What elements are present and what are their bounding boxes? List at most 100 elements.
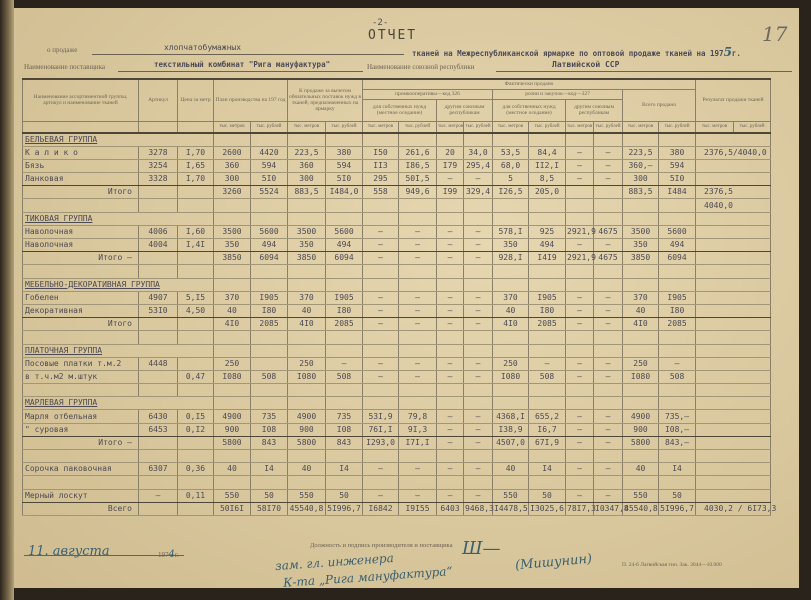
- value-cell: –: [398, 489, 438, 503]
- header-plan: План производства на 197 год: [212, 78, 289, 122]
- value-cell: [565, 475, 595, 490]
- value-cell: [492, 449, 530, 464]
- value-cell: [593, 383, 624, 398]
- value-cell: 250: [492, 357, 530, 371]
- value-cell: –: [436, 251, 465, 266]
- empty-cell: [593, 212, 624, 226]
- value-cell: [213, 475, 251, 490]
- price-cell: 0,11: [177, 489, 214, 503]
- item-name: [22, 330, 139, 345]
- value-cell: [213, 383, 251, 398]
- result-cell: [695, 225, 772, 240]
- value-cell: –: [528, 357, 567, 371]
- result-cell: [695, 475, 772, 490]
- empty-cell: [287, 212, 327, 226]
- item-name: [22, 475, 139, 490]
- value-cell: 40: [287, 462, 327, 477]
- value-cell: 9I,3: [398, 423, 438, 437]
- value-cell: [593, 449, 624, 464]
- header-price: Цена за метр: [177, 78, 214, 122]
- group-name: ТИКОВАЯ ГРУППА: [22, 212, 214, 226]
- value-cell: 20: [436, 146, 465, 160]
- article-cell: [138, 436, 178, 451]
- header-name: Наименование ассортиментной группы, арти…: [22, 78, 139, 122]
- value-cell: 370: [492, 291, 530, 305]
- value-cell: [249, 330, 289, 345]
- value-cell: 360,–: [622, 159, 660, 174]
- value-cell: 494: [249, 238, 289, 253]
- value-cell: 2921,9: [565, 225, 596, 240]
- empty-cell: [436, 212, 465, 226]
- unit-thousand-rubles: тыс. рублей: [325, 120, 364, 133]
- value-cell: –: [593, 436, 624, 451]
- value-cell: 4420: [249, 146, 289, 160]
- table-row: Декоративная 53I0 4,50 40 I80 40 I80– – – –40 I80–…: [22, 304, 772, 319]
- price-cell: [177, 436, 214, 451]
- value-cell: [398, 264, 438, 279]
- empty-cell: [362, 131, 400, 147]
- value-cell: [398, 198, 438, 213]
- value-cell: 735,–: [658, 409, 697, 424]
- value-cell: I905: [528, 291, 567, 305]
- price-cell: [177, 449, 214, 464]
- value-cell: –: [593, 172, 624, 187]
- value-cell: [658, 198, 697, 213]
- value-cell: –: [565, 357, 595, 371]
- value-cell: II3: [362, 159, 400, 174]
- value-cell: –: [436, 357, 465, 371]
- price-cell: [177, 475, 214, 490]
- unit-thousand-meters: тыс. метров: [213, 120, 251, 133]
- value-cell: [287, 198, 327, 213]
- sale-description: тканей на Межреспубликанской ярмарке по …: [412, 45, 741, 59]
- value-cell: 735: [249, 409, 289, 424]
- unit-thousand-rubles: тыс. рублей: [463, 120, 494, 133]
- value-cell: 883,5: [622, 185, 660, 200]
- value-cell: [436, 330, 465, 345]
- unit-thousand-meters: тыс. метров: [622, 120, 660, 133]
- value-cell: 223,5: [622, 146, 660, 160]
- value-cell: 594: [249, 159, 289, 174]
- empty-cell: [362, 396, 400, 411]
- value-cell: I905: [249, 291, 289, 305]
- value-cell: 900: [622, 423, 660, 437]
- value-cell: I905: [658, 291, 697, 305]
- value-cell: 300: [622, 172, 660, 187]
- result-cell: [695, 357, 772, 371]
- value-cell: –: [463, 238, 494, 253]
- value-cell: 370: [622, 291, 660, 305]
- unit-thousand-meters: тыс. метров: [492, 120, 530, 133]
- result-cell: [695, 317, 772, 332]
- value-cell: 300: [287, 172, 327, 187]
- value-cell: 594: [325, 159, 364, 174]
- value-cell: 900: [287, 423, 327, 437]
- value-cell: [436, 449, 465, 464]
- group-name: ПЛАТОЧНАЯ ГРУППА: [22, 344, 214, 358]
- item-name: [22, 449, 139, 464]
- unit-thousand-rubles: тыс. рублей: [593, 120, 624, 133]
- republic-label: Наименование союзной республики: [367, 63, 475, 71]
- value-cell: 5I0: [249, 172, 289, 187]
- value-cell: I6842: [362, 502, 400, 516]
- group-header-row: МАРЛЕВАЯ ГРУППА: [22, 396, 772, 411]
- sales-table: Наименование ассортиментной группы, арти…: [22, 78, 776, 516]
- table-body: БЕЛЬЕВАЯ ГРУППА К а л и к о 3278 I,70 2600 44…: [22, 131, 776, 516]
- value-cell: [528, 449, 567, 464]
- empty-cell: [492, 278, 530, 292]
- table-row: Мерный лоскут –0,11 550 50 550 50– – – –550 50– –5…: [22, 489, 772, 503]
- table-row: Марля отбельная 6430 0,I5 4900 735 4900 735 53I…: [22, 409, 772, 424]
- value-cell: 5600: [249, 225, 289, 240]
- value-cell: –: [362, 238, 400, 253]
- value-cell: I080: [622, 370, 660, 385]
- item-name: Итого –: [22, 251, 139, 266]
- empty-cell: [463, 396, 494, 411]
- sheet-number: 17: [762, 22, 788, 46]
- value-cell: [658, 330, 697, 345]
- value-cell: 494: [528, 238, 567, 253]
- value-cell: 78I7,3: [565, 502, 596, 516]
- value-cell: –: [362, 317, 400, 332]
- table-row: в т.ч.м2 м.штук 0,47 I080 508 I080 508– – – – I08…: [22, 370, 772, 385]
- value-cell: [622, 383, 660, 398]
- empty-cell: [622, 396, 660, 411]
- value-cell: –: [398, 291, 438, 305]
- value-cell: –: [362, 370, 400, 385]
